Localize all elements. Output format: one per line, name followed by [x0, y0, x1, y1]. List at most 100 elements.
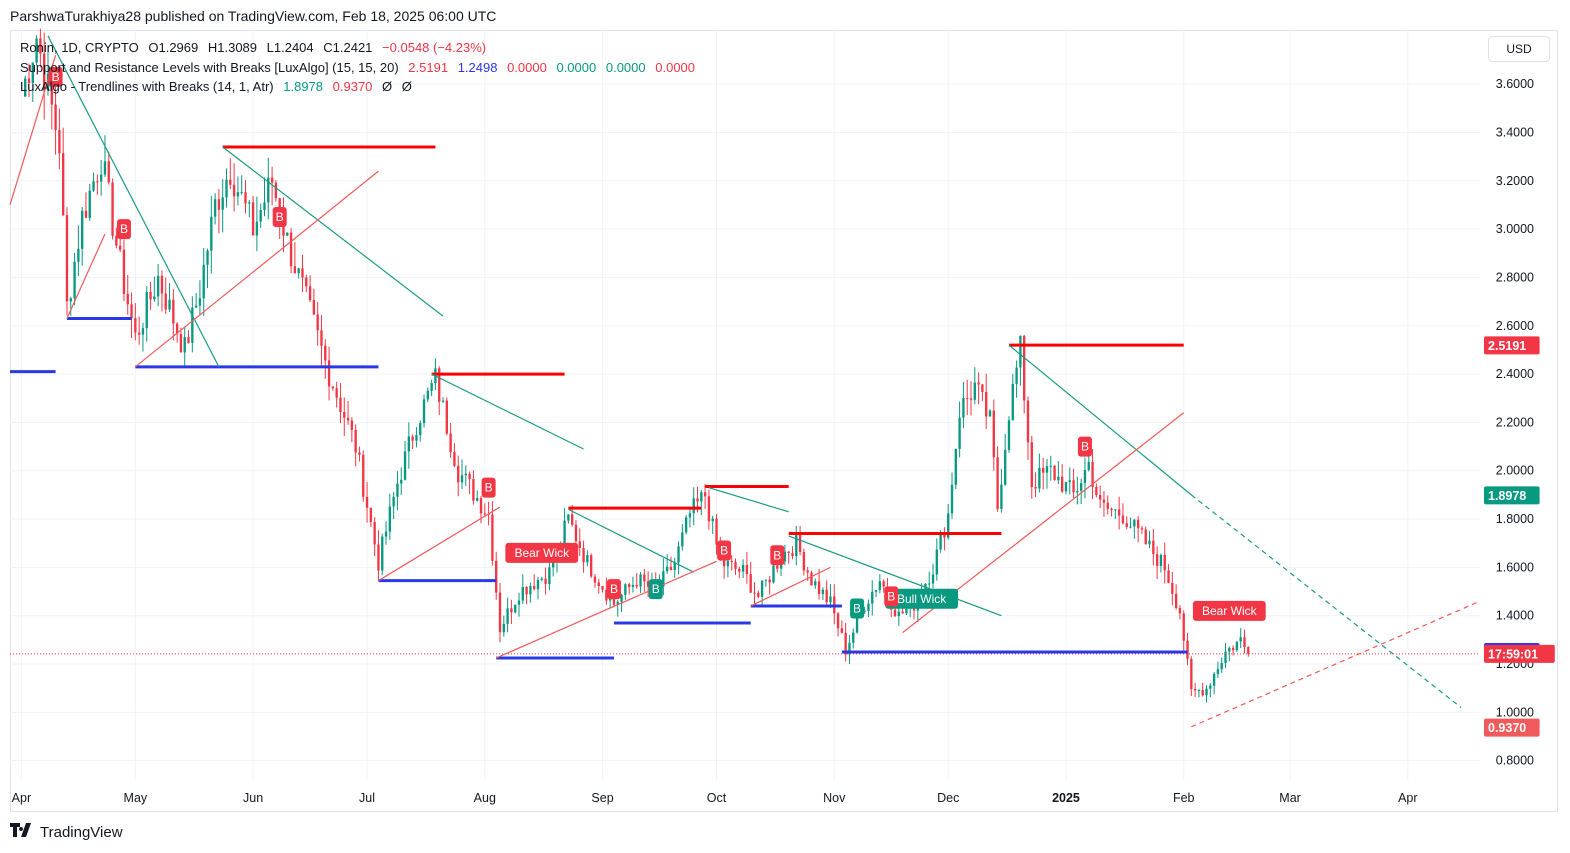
- candle-body: [548, 567, 551, 584]
- y-tick-label: 2.6000: [1496, 319, 1534, 333]
- candle-body: [996, 457, 999, 509]
- candle-body: [1197, 690, 1201, 692]
- x-tick-label: Mar: [1279, 791, 1301, 805]
- candle-body: [407, 436, 411, 452]
- candle-body: [806, 570, 809, 573]
- candle-body: [947, 513, 950, 538]
- candle-body: [267, 177, 270, 203]
- break-marker: B: [481, 477, 496, 498]
- candle-body: [730, 560, 733, 562]
- candle-body: [297, 268, 300, 274]
- candle-body: [403, 451, 407, 480]
- candle-body: [631, 584, 635, 587]
- candle-body: [1163, 554, 1166, 571]
- trendline-indicator-row[interactable]: LuxAlgo - Trendlines with Breaks (14, 1,…: [20, 77, 701, 97]
- marker-box: [606, 579, 621, 600]
- candle-body: [878, 581, 882, 591]
- candle-body: [935, 549, 938, 575]
- candle-body: [722, 559, 726, 567]
- break-marker: Bull Wick: [885, 588, 959, 609]
- candle-body: [593, 576, 597, 583]
- tl-indicator-name[interactable]: LuxAlgo - Trendlines with Breaks (14, 1,…: [20, 79, 274, 94]
- break-marker: B: [770, 545, 785, 566]
- chart-frame[interactable]: [10, 30, 1558, 812]
- candle-body: [1193, 688, 1197, 691]
- y-tick-label: 2.0000: [1496, 464, 1534, 478]
- tradingview-logo[interactable]: TradingView: [10, 823, 123, 841]
- candle-body: [665, 566, 669, 572]
- symbol-name[interactable]: Ronin, 1D, CRYPTO: [20, 40, 139, 55]
- candle-body: [1243, 637, 1246, 647]
- price-tag-label: 17:59:01: [1488, 647, 1538, 661]
- marker-label: B: [652, 582, 660, 596]
- candle-body: [874, 590, 878, 592]
- candle-body: [293, 266, 297, 274]
- price-tag: 2.5191: [1484, 336, 1540, 355]
- candle-body: [510, 608, 513, 613]
- close-value: C1.2421: [323, 40, 373, 55]
- y-tick-label: 3.2000: [1496, 174, 1534, 188]
- candle-body: [852, 632, 855, 643]
- candle-body: [1133, 519, 1136, 527]
- candle-body: [574, 524, 578, 542]
- marker-label: B: [610, 582, 618, 596]
- candle-body: [365, 496, 369, 508]
- trendline-up: [9, 54, 57, 206]
- candle-body: [1053, 465, 1056, 481]
- publisher-header: ParshwaTurakhiya28 published on TradingV…: [10, 8, 497, 24]
- candle-body: [1136, 519, 1140, 529]
- symbol-legend-row[interactable]: Ronin, 1D, CRYPTO O1.2969 H1.3089 L1.240…: [20, 38, 701, 58]
- candle-body: [122, 249, 126, 294]
- candle-body: [1106, 502, 1109, 509]
- marker-box: [770, 545, 785, 566]
- trendline-up: [750, 566, 831, 607]
- marker-box: [48, 66, 63, 87]
- candle-body: [54, 104, 57, 131]
- candle-body: [460, 475, 464, 483]
- marker-label: B: [120, 222, 128, 236]
- candle-body: [1098, 495, 1102, 500]
- candle-body: [115, 235, 118, 246]
- candle-body: [772, 565, 775, 583]
- candle-body: [1015, 367, 1018, 384]
- change-value: −0.0548 (−4.23%): [382, 40, 487, 55]
- candle-body: [931, 574, 935, 584]
- marker-label: B: [276, 210, 284, 224]
- price-tag-box: [1484, 718, 1540, 737]
- candle-body: [206, 250, 209, 265]
- candle-body: [392, 496, 395, 507]
- candle-body: [1190, 658, 1193, 689]
- candle-body: [445, 400, 448, 434]
- candle-body: [1026, 400, 1030, 443]
- candle-body: [191, 307, 194, 343]
- candle-body: [270, 177, 274, 183]
- candle-body: [1140, 528, 1144, 530]
- break-marker: B: [116, 219, 131, 240]
- candle-body: [791, 553, 794, 556]
- candle-body: [605, 589, 608, 601]
- candle-body: [107, 161, 110, 183]
- y-tick-label: 2.8000: [1496, 270, 1534, 284]
- candle-body: [514, 604, 517, 613]
- candle-body: [776, 565, 779, 569]
- break-marker: B: [272, 207, 287, 228]
- candle-body: [373, 522, 376, 545]
- candle-body: [156, 275, 160, 297]
- candle-body: [901, 611, 904, 614]
- candle-body: [688, 513, 692, 518]
- candle-body: [141, 328, 145, 335]
- marker-label: B: [773, 548, 781, 562]
- candle-body: [643, 574, 646, 582]
- candle-body: [1235, 641, 1239, 651]
- sr-indicator-row[interactable]: Support and Resistance Levels with Break…: [20, 58, 701, 78]
- candle-body: [1060, 476, 1064, 492]
- candle-body: [1171, 582, 1174, 594]
- currency-button[interactable]: USD: [1488, 36, 1550, 62]
- candle-body: [1121, 515, 1125, 524]
- candle-body: [103, 161, 107, 175]
- sr-indicator-name[interactable]: Support and Resistance Levels with Break…: [20, 59, 399, 75]
- candle-body: [1201, 690, 1204, 696]
- candle-body: [517, 600, 521, 605]
